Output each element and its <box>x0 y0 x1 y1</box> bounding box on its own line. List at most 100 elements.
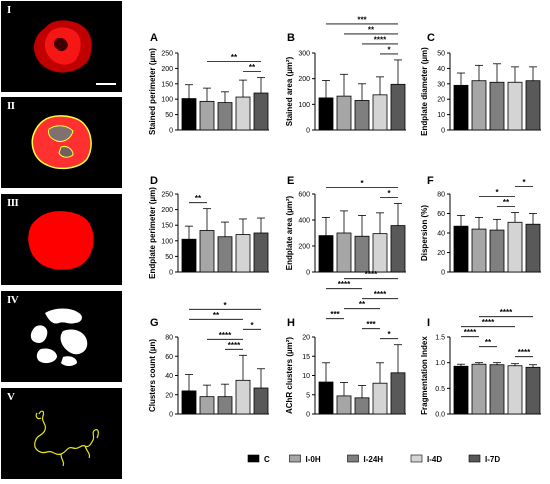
bar-c <box>453 365 469 415</box>
y-tick-label: 60 <box>165 354 173 361</box>
bar-i-0h <box>199 100 215 131</box>
bar-i-24h <box>489 229 505 273</box>
legend-label: I-7D <box>485 455 500 464</box>
bar-i-24h <box>217 236 233 273</box>
y-tick-label: 0.5 <box>435 386 445 393</box>
panel-letter: G <box>150 317 159 329</box>
bar-i-7d <box>253 387 269 415</box>
y-tick-label: 50 <box>437 51 445 58</box>
bar-i-0h <box>471 363 487 415</box>
y-tick-label: 150 <box>161 81 173 88</box>
significance-label: * <box>223 301 227 310</box>
outlined-endplate-image <box>31 115 92 170</box>
y-tick-label: 150 <box>161 223 173 230</box>
bar-i-7d <box>525 223 541 273</box>
significance-label: ** <box>195 194 202 203</box>
significance-label: **** <box>518 348 531 357</box>
y-tick-label: 250 <box>161 51 173 58</box>
binary-endplate-image <box>30 308 88 366</box>
y-tick-label: 60 <box>437 211 445 218</box>
micrograph-mask: III <box>1 194 122 285</box>
significance-label: * <box>360 179 364 188</box>
y-axis-label: Stained area (µm²) <box>285 56 294 126</box>
bar-i-24h <box>489 81 505 131</box>
significance-label: **** <box>482 318 495 327</box>
bar-i-4d <box>507 221 523 273</box>
bar-i-24h <box>354 397 370 415</box>
bar-i-0h <box>199 230 215 273</box>
y-tick-label: 0 <box>441 128 445 135</box>
chart-panel-d: D 0 50 100 150 200 250 Endplate perimeter (µm) *… <box>148 175 269 279</box>
bar-i-7d <box>253 232 269 273</box>
bar-i-24h <box>489 364 505 415</box>
y-tick-label: 40 <box>437 231 445 238</box>
y-tick-label: 250 <box>161 192 173 199</box>
bar-i-7d <box>390 372 406 415</box>
significance-label: **** <box>374 35 387 44</box>
y-tick-label: 200 <box>298 244 310 251</box>
y-tick-label: 50 <box>165 254 173 261</box>
bar-i-7d <box>390 225 406 273</box>
y-tick-label: 0 <box>169 270 173 277</box>
significance-label: * <box>522 178 526 187</box>
bar-i-0h <box>471 228 487 273</box>
y-tick-label: 0 <box>306 412 310 419</box>
bar-i-24h <box>217 102 233 131</box>
bar-c <box>318 381 334 415</box>
y-tick-label: 200 <box>298 76 310 83</box>
bar-i-0h <box>199 396 215 415</box>
bar-c <box>453 225 469 273</box>
legend-swatch <box>410 454 423 463</box>
legend-swatch <box>347 454 359 463</box>
bar-i-4d <box>235 379 251 415</box>
legend-label: I-0H <box>306 455 321 464</box>
y-tick-label: 100 <box>161 97 173 104</box>
y-tick-label: 40 <box>165 373 173 380</box>
bar-i-0h <box>336 95 352 131</box>
stained-endplate-image <box>33 20 116 85</box>
y-axis-label: Stained perimeter (µm) <box>148 48 157 135</box>
y-axis-label: AChR clusters (µm²) <box>285 337 294 414</box>
y-tick-label: 1.5 <box>435 335 445 342</box>
bar-i-24h <box>354 100 370 131</box>
micrograph-outline: II <box>1 97 122 188</box>
y-tick-label: 0 <box>169 412 173 419</box>
y-tick-label: 30 <box>437 81 445 88</box>
significance-label: *** <box>330 310 340 319</box>
y-tick-label: 80 <box>437 192 445 199</box>
y-tick-label: 5 <box>306 392 310 399</box>
y-tick-label: 80 <box>165 335 173 342</box>
chart-panel-e: E 0 200 400 600 Endplate area (µm²) * * <box>285 175 406 277</box>
panel-label-ii: II <box>7 100 15 112</box>
panel-letter: H <box>287 317 295 329</box>
bar-i-4d <box>235 96 251 131</box>
y-tick-label: 400 <box>298 218 310 225</box>
micrograph-binary: IV <box>1 291 122 382</box>
panel-letter: D <box>150 175 158 187</box>
bar-i-4d <box>507 365 523 415</box>
y-axis-label: Endplate perimeter (µm) <box>148 187 157 279</box>
y-axis-label: Fragmentation Index <box>420 336 429 415</box>
y-tick-label: 100 <box>161 238 173 245</box>
significance-label: **** <box>374 290 387 299</box>
micrograph-stained: I <box>1 1 122 92</box>
significance-label: **** <box>365 270 378 279</box>
bar-i-7d <box>525 366 541 415</box>
legend-label: I-24H <box>364 455 384 464</box>
y-axis-label: Endplate diameter (µm) <box>420 47 429 136</box>
significance-label: **** <box>338 280 351 289</box>
panel-letter: I <box>427 317 430 329</box>
significance-label: **** <box>500 308 513 317</box>
bar-i-7d <box>390 83 406 131</box>
bar-c <box>318 97 334 131</box>
y-tick-label: 10 <box>437 112 445 119</box>
bar-i-7d <box>525 80 541 131</box>
legend-label: C <box>264 455 270 464</box>
significance-label: * <box>387 189 391 198</box>
significance-label: ** <box>485 338 492 347</box>
significance-label: * <box>387 45 391 54</box>
significance-label: ** <box>249 63 256 72</box>
